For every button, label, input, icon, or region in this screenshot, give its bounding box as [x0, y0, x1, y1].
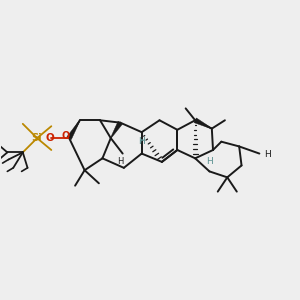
Text: H: H — [206, 158, 213, 166]
Text: H: H — [264, 150, 271, 159]
Text: O: O — [61, 131, 70, 141]
Text: H: H — [117, 158, 124, 166]
Text: H: H — [138, 137, 145, 146]
Text: O: O — [46, 133, 55, 143]
Text: r: r — [140, 137, 143, 146]
Polygon shape — [110, 121, 122, 138]
Polygon shape — [67, 120, 80, 140]
Text: Si: Si — [32, 133, 42, 143]
Polygon shape — [194, 118, 212, 129]
